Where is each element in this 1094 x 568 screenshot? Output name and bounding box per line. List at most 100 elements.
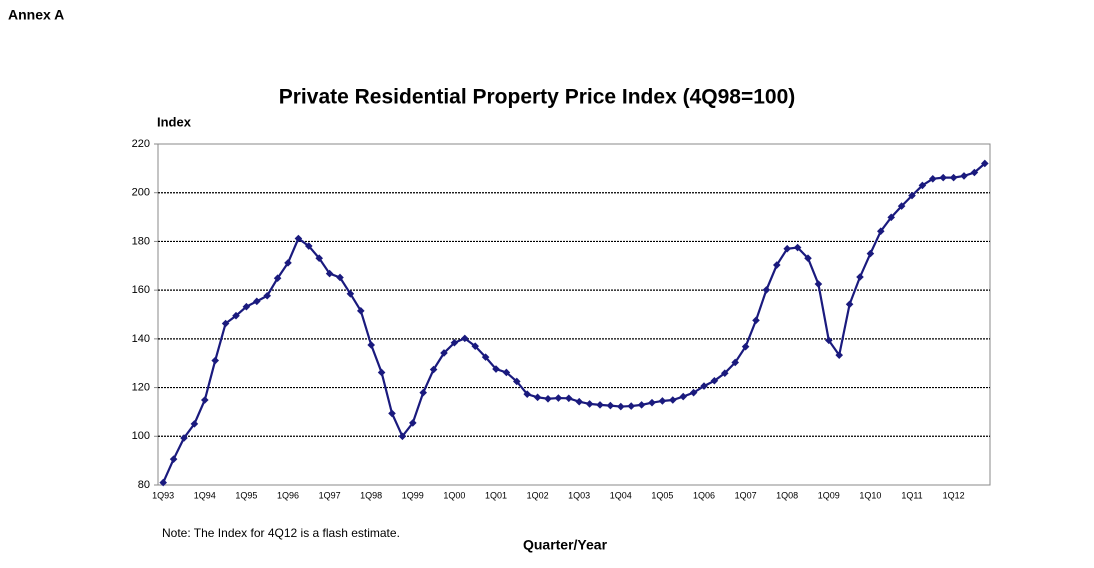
data-point	[253, 297, 261, 306]
data-point	[866, 249, 875, 258]
data-point	[357, 307, 365, 315]
data-point	[627, 402, 635, 410]
y-tick-label: 220	[132, 138, 150, 150]
data-point	[731, 358, 739, 367]
data-point	[606, 401, 615, 410]
data-point	[305, 242, 313, 250]
data-point	[242, 302, 251, 311]
data-point	[721, 369, 729, 378]
data-point	[419, 388, 427, 397]
data-point	[367, 341, 375, 349]
data-point	[585, 400, 594, 408]
data-point	[762, 286, 771, 294]
data-point	[741, 342, 750, 351]
data-point	[336, 273, 344, 282]
data-point	[273, 274, 282, 283]
data-point	[949, 173, 958, 182]
data-point	[929, 175, 937, 183]
data-point	[617, 402, 625, 411]
data-point	[637, 401, 646, 409]
data-point	[533, 393, 542, 402]
data-point	[887, 213, 895, 222]
y-tick-label: 80	[138, 479, 150, 491]
x-tick-label: 1Q09	[818, 490, 840, 500]
data-point	[180, 434, 188, 442]
x-tick-label: 1Q11	[901, 490, 922, 500]
y-tick-label: 160	[132, 284, 150, 296]
data-point	[544, 394, 552, 403]
data-point	[554, 394, 563, 402]
x-tick-label: 1Q04	[610, 490, 632, 500]
data-point	[221, 319, 230, 328]
data-point	[835, 351, 843, 359]
data-point	[409, 419, 417, 427]
x-tick-label: 1Q02	[527, 490, 549, 500]
x-tick-label: 1Q01	[485, 490, 507, 500]
data-point	[211, 356, 219, 365]
data-point	[669, 396, 677, 404]
series-line	[162, 162, 986, 484]
y-tick-label: 120	[132, 381, 150, 393]
plot-frame	[157, 143, 991, 486]
x-tick-label: 1Q97	[319, 490, 341, 500]
data-point	[513, 377, 521, 386]
x-tick-label: 1Q00	[443, 490, 465, 500]
data-point	[388, 409, 396, 418]
y-tick-label: 140	[132, 333, 150, 345]
data-point	[960, 172, 968, 180]
data-point	[689, 388, 698, 397]
data-point	[450, 338, 459, 347]
data-point	[284, 259, 292, 267]
data-point	[783, 244, 791, 253]
x-tick-label: 1Q05	[651, 490, 673, 500]
note: Note: The Index for 4Q12 is a flash esti…	[162, 526, 400, 540]
annex-label: Annex A	[8, 7, 64, 23]
data-point	[429, 365, 438, 374]
x-tick-label: 1Q94	[194, 490, 216, 500]
x-tick-label: 1Q10	[859, 490, 881, 500]
data-point	[856, 273, 864, 281]
data-point	[325, 269, 334, 278]
x-tick-label: 1Q12	[943, 490, 965, 500]
data-point	[575, 397, 583, 406]
x-tick-label: 1Q96	[277, 490, 299, 500]
data-point	[773, 261, 781, 269]
chart-title: Private Residential Property Price Index…	[279, 86, 796, 109]
data-point	[596, 401, 604, 409]
data-point	[804, 254, 812, 263]
data-point	[398, 432, 407, 441]
data-point	[877, 227, 885, 235]
x-tick-label: 1Q93	[152, 490, 174, 500]
data-point	[377, 368, 386, 377]
data-point	[939, 173, 947, 182]
x-tick-label: 1Q95	[235, 490, 257, 500]
y-tick-label: 200	[132, 187, 150, 199]
data-point	[232, 311, 240, 320]
x-tick-label: 1Q99	[402, 490, 424, 500]
data-point	[523, 390, 531, 398]
data-point	[679, 392, 687, 401]
data-point	[908, 191, 916, 200]
data-point	[263, 291, 271, 300]
y-tick-label: 100	[132, 430, 150, 442]
data-point	[159, 478, 167, 487]
data-point	[461, 334, 469, 343]
data-point	[440, 349, 448, 357]
data-point	[700, 382, 708, 390]
data-point	[710, 376, 719, 385]
data-point	[658, 397, 667, 405]
data-point	[492, 365, 500, 373]
data-point	[471, 342, 479, 350]
data-point	[502, 368, 511, 377]
data-point	[648, 398, 656, 407]
data-point	[169, 455, 178, 463]
data-point	[201, 396, 209, 404]
data-point	[294, 234, 303, 243]
x-tick-label: 1Q03	[568, 490, 590, 500]
data-point	[190, 420, 199, 428]
data-point	[970, 168, 979, 177]
x-tick-label: 1Q98	[360, 490, 382, 500]
data-point	[814, 280, 823, 288]
data-point	[752, 316, 760, 325]
